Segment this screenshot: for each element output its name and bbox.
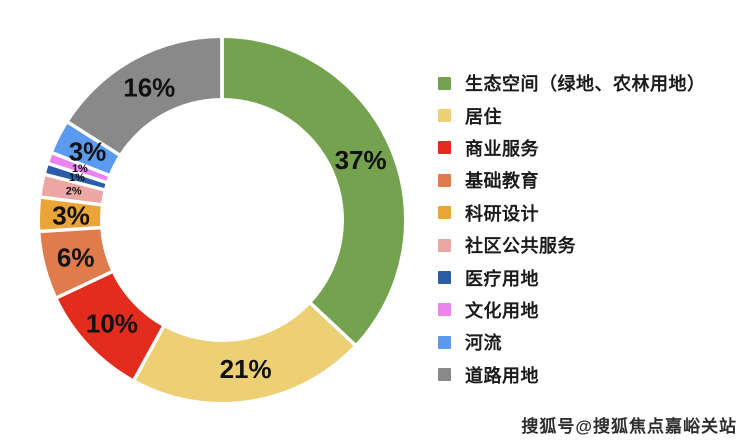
slice-value-label-3: 10% <box>86 308 138 338</box>
legend-swatch-icon <box>438 271 451 285</box>
slice-gap-line <box>308 300 358 348</box>
legend-label: 商业服务 <box>465 138 539 159</box>
legend-label: 河流 <box>465 333 502 354</box>
legend-swatch-icon <box>438 76 451 90</box>
donut-slice-6 <box>41 174 104 205</box>
donut-slice-2 <box>134 303 355 403</box>
legend-swatch-icon <box>438 173 451 187</box>
legend-swatch-icon <box>438 335 451 349</box>
donut-slice-9 <box>52 122 119 176</box>
legend-item-4: 基础教育 <box>438 164 706 196</box>
legend-label: 医疗用地 <box>465 268 539 289</box>
legend-label: 居住 <box>465 106 502 127</box>
legend-item-1: 生态空间（绿地、农林用地） <box>438 67 706 99</box>
slice-gap-line <box>38 225 103 234</box>
legend-swatch-icon <box>438 141 451 155</box>
legend-item-9: 河流 <box>438 326 706 358</box>
slice-value-label-9: 3% <box>69 136 107 166</box>
legend-item-10: 道路用地 <box>438 359 706 391</box>
slice-gap-line <box>46 161 109 185</box>
legend-label: 基础教育 <box>465 171 539 192</box>
donut-slice-3 <box>57 271 164 380</box>
legend-label: 生态空间（绿地、农林用地） <box>465 74 706 95</box>
legend-item-6: 社区公共服务 <box>438 229 706 261</box>
legend-swatch-icon <box>438 303 451 317</box>
slice-gap-line <box>39 195 104 207</box>
watermark: 搜狐号@搜狐焦点嘉峪关站 <box>521 417 737 436</box>
legend-item-8: 文化用地 <box>438 294 706 326</box>
slice-gap-line <box>131 324 166 383</box>
slice-gap-line <box>54 269 115 300</box>
donut-slice-5 <box>40 197 101 232</box>
donut-slice-1 <box>222 38 405 345</box>
legend-item-7: 医疗用地 <box>438 261 706 293</box>
legend-swatch-icon <box>438 109 451 123</box>
legend-swatch-icon <box>438 206 451 220</box>
legend-swatch-icon <box>438 238 451 252</box>
slice-value-label-6: 2% <box>66 186 82 198</box>
slice-value-label-8: 1% <box>72 163 88 175</box>
legend: 生态空间（绿地、农林用地） 居住商业服务基础教育科研设计社区公共服务 医疗用地文化用… <box>438 67 706 391</box>
slice-value-label-4: 6% <box>57 243 95 273</box>
slice-value-label-1: 37% <box>335 145 387 175</box>
legend-swatch-icon <box>438 368 451 382</box>
slice-value-label-2: 21% <box>220 354 272 384</box>
legend-item-3: 商业服务 <box>438 132 706 164</box>
legend-label: 科研设计 <box>465 203 539 224</box>
slice-gap-line <box>65 119 122 158</box>
slice-gap-line <box>43 172 107 192</box>
legend-item-2: 居住 <box>438 99 706 131</box>
slice-value-label-5: 3% <box>52 200 90 230</box>
donut-slice-7 <box>45 163 106 190</box>
donut-slice-8 <box>48 153 109 183</box>
slice-value-label-10: 16% <box>123 73 175 103</box>
legend-item-5: 科研设计 <box>438 197 706 229</box>
donut-slice-10 <box>68 38 222 155</box>
legend-label: 文化用地 <box>465 300 539 321</box>
legend-label: 道路用地 <box>465 365 539 386</box>
slice-gap-line <box>50 150 112 178</box>
legend-label: 社区公共服务 <box>465 236 576 257</box>
slice-value-label-7: 1% <box>69 172 85 184</box>
